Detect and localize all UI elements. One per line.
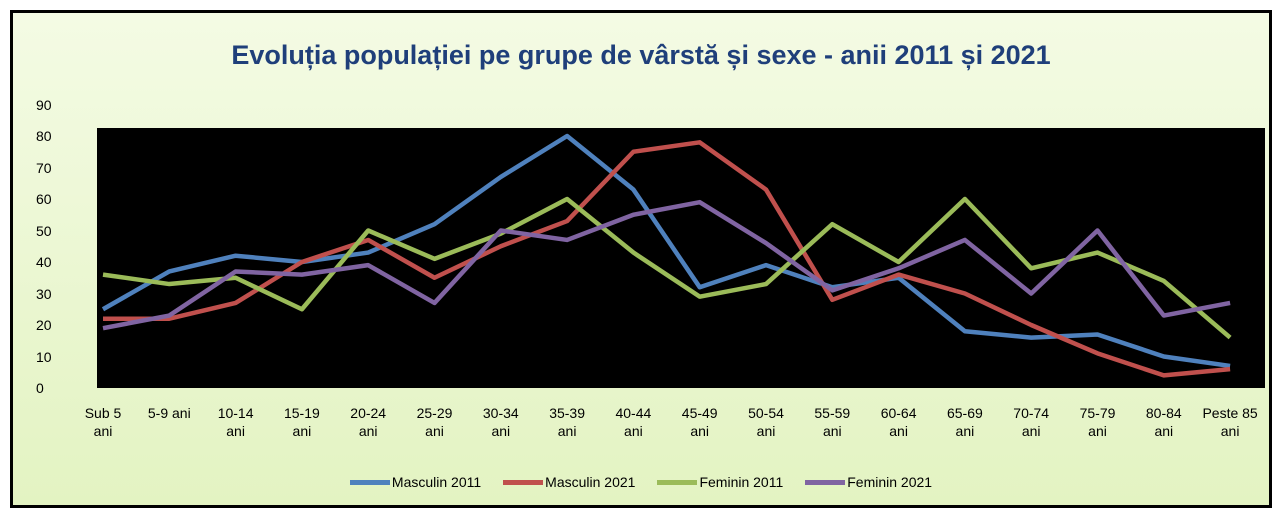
legend-item: Feminin 2011: [657, 474, 783, 490]
y-tick-label: 70: [36, 159, 52, 176]
legend-item: Masculin 2011: [349, 474, 482, 490]
x-tick-label: 10-14 ani: [217, 405, 254, 439]
line-series: [102, 196, 1232, 340]
y-tick-label: 80: [36, 128, 52, 144]
legend-label: Feminin 2021: [847, 474, 933, 490]
y-tick-label: 20: [36, 317, 52, 333]
x-tick-label: Peste 85 ani: [1202, 405, 1258, 439]
line-series: [101, 133, 1231, 369]
x-tick-label: 80-84 ani: [1145, 405, 1182, 439]
legend-swatch: [657, 479, 698, 485]
chart-title: Evoluția populației pe grupe de vârstă ș…: [231, 40, 1051, 70]
legend-label: Feminin 2011: [699, 474, 784, 490]
legend: Masculin 2011 Masculin 2021 Feminin 2011 Fe…: [0, 474, 1282, 490]
x-tick-label: 75-79 ani: [1079, 405, 1116, 439]
line-series: [102, 199, 1231, 331]
y-tick-label: 0: [36, 380, 44, 396]
legend-swatch: [805, 479, 846, 485]
legend-label: Masculin 2021: [545, 474, 636, 490]
y-tick-label: 50: [36, 222, 52, 239]
x-tick-label: 60-64 ani: [880, 405, 917, 439]
x-tick-label: Sub 5 ani: [84, 405, 122, 439]
x-tick-label: 55-59 ani: [814, 405, 851, 439]
x-tick-label: 5-9 ani: [147, 405, 191, 421]
y-tick-label: 60: [36, 191, 52, 207]
x-tick-label: 70-74 ani: [1013, 405, 1050, 439]
x-tick-label: 20-24 ani: [350, 405, 387, 439]
x-tick-label: 50-54 ani: [748, 405, 784, 439]
y-tick-label: 10: [36, 348, 52, 365]
legend-label: Masculin 2011: [391, 474, 482, 490]
legend-swatch: [503, 479, 544, 485]
y-tick-label: 40: [36, 254, 52, 270]
legend-item: Masculin 2021: [503, 474, 635, 490]
x-tick-label: 35-39 ani: [549, 405, 585, 439]
x-tick-label: 65-69 ani: [946, 405, 983, 439]
x-tick-label: 15-19 ani: [283, 405, 320, 439]
y-tick-label: 30: [36, 285, 52, 302]
x-tick-label: 45-49 ani: [681, 405, 718, 439]
x-tick-label: 40-44 ani: [615, 405, 652, 439]
y-tick-label: 90: [36, 96, 52, 113]
line-series: [103, 140, 1231, 378]
legend-item: Feminin 2021: [805, 474, 932, 490]
legend-swatch: [349, 479, 390, 485]
x-tick-label: 25-29 ani: [416, 405, 453, 439]
x-tick-label: 30-34 ani: [482, 405, 519, 439]
